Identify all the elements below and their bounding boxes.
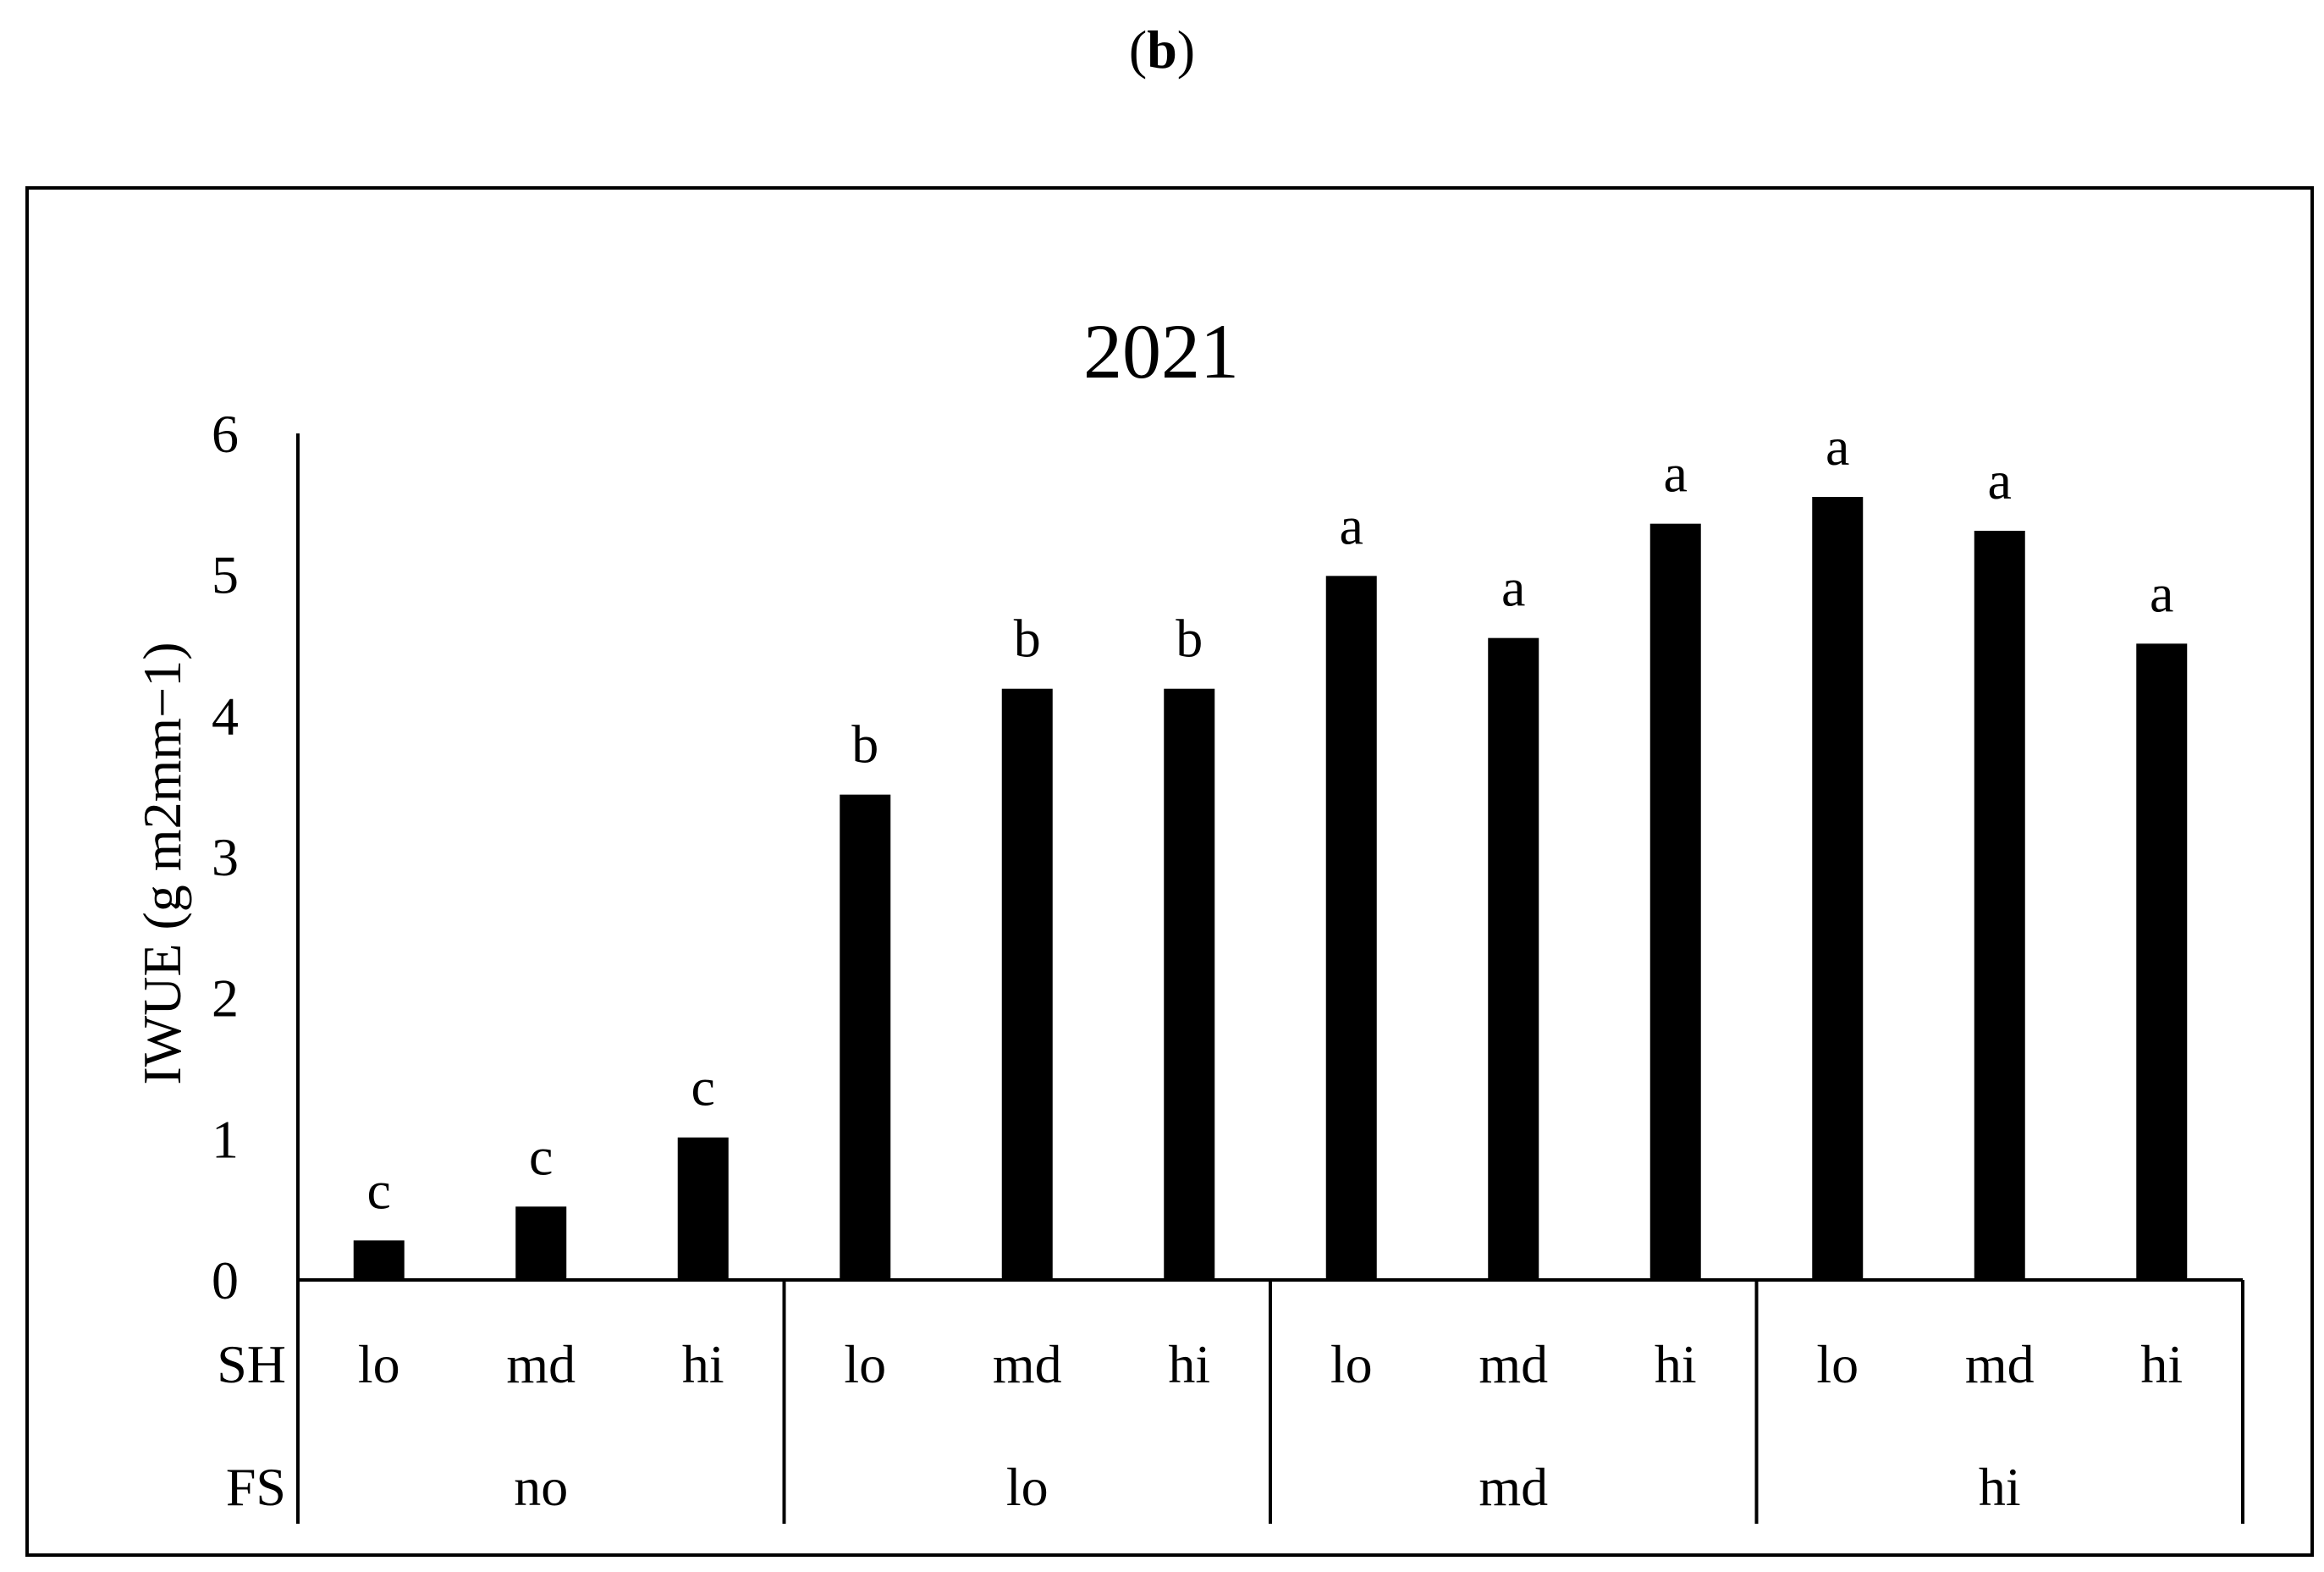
sh-category-label: hi <box>2140 1334 2183 1394</box>
sh-category-label: hi <box>682 1334 724 1394</box>
bar <box>353 1240 405 1280</box>
significance-letter: a <box>1988 450 2012 510</box>
significance-letter: a <box>1340 495 1363 555</box>
fs-group-label: no <box>514 1457 568 1517</box>
fs-group-label: hi <box>1979 1457 2021 1517</box>
panel-letter: b <box>1147 19 1177 80</box>
bar <box>1164 688 1215 1280</box>
significance-letter: b <box>1014 609 1041 669</box>
sh-category-label: lo <box>844 1334 886 1394</box>
y-tick-label: 6 <box>212 404 239 464</box>
chart-frame <box>25 186 2314 1557</box>
bar <box>840 794 891 1280</box>
significance-letter: a <box>1664 444 1688 504</box>
chart-title: 2021 <box>1083 308 1239 394</box>
sh-category-label: lo <box>1816 1334 1859 1394</box>
y-tick-label: 1 <box>212 1109 239 1169</box>
sh-category-label: md <box>1965 1334 2035 1394</box>
sh-category-label: hi <box>1655 1334 1697 1394</box>
sh-category-label: md <box>506 1334 575 1394</box>
bar <box>1488 637 1539 1280</box>
significance-letter: a <box>1501 558 1525 618</box>
bar <box>2136 643 2188 1280</box>
y-tick-label: 4 <box>212 686 239 746</box>
sh-category-label: hi <box>1168 1334 1210 1394</box>
bar <box>515 1206 567 1280</box>
significance-letter: c <box>529 1126 553 1186</box>
sh-row-label: SH <box>217 1334 286 1394</box>
fs-group-label: md <box>1479 1457 1548 1517</box>
panel-label: (b) <box>0 19 2324 81</box>
bar <box>677 1137 729 1280</box>
sh-category-label: md <box>993 1334 1062 1394</box>
fs-group-label: lo <box>1006 1457 1049 1517</box>
sh-category-label: lo <box>358 1334 400 1394</box>
y-axis-label: IWUE (g m2mm−1) <box>132 642 192 1084</box>
panel-open-paren: ( <box>1128 19 1148 80</box>
significance-letter: b <box>1176 609 1203 669</box>
sh-category-label: lo <box>1330 1334 1373 1394</box>
bar <box>1649 523 1701 1280</box>
sh-category-label: md <box>1479 1334 1548 1394</box>
fs-row-label: FS <box>226 1457 286 1517</box>
bar <box>1001 688 1053 1280</box>
bar <box>1974 531 2025 1280</box>
bar <box>1812 497 1864 1280</box>
y-tick-label: 3 <box>212 827 239 887</box>
y-tick-label: 5 <box>212 545 239 605</box>
y-tick-label: 0 <box>212 1250 239 1310</box>
significance-letter: a <box>1826 416 1849 477</box>
significance-letter: a <box>2150 563 2173 623</box>
bar <box>1325 576 1377 1280</box>
significance-letter: c <box>367 1160 391 1220</box>
significance-letter: c <box>691 1057 715 1117</box>
significance-letter: b <box>851 714 878 775</box>
y-tick-label: 2 <box>212 968 239 1029</box>
panel-close-paren: ) <box>1176 19 1196 80</box>
